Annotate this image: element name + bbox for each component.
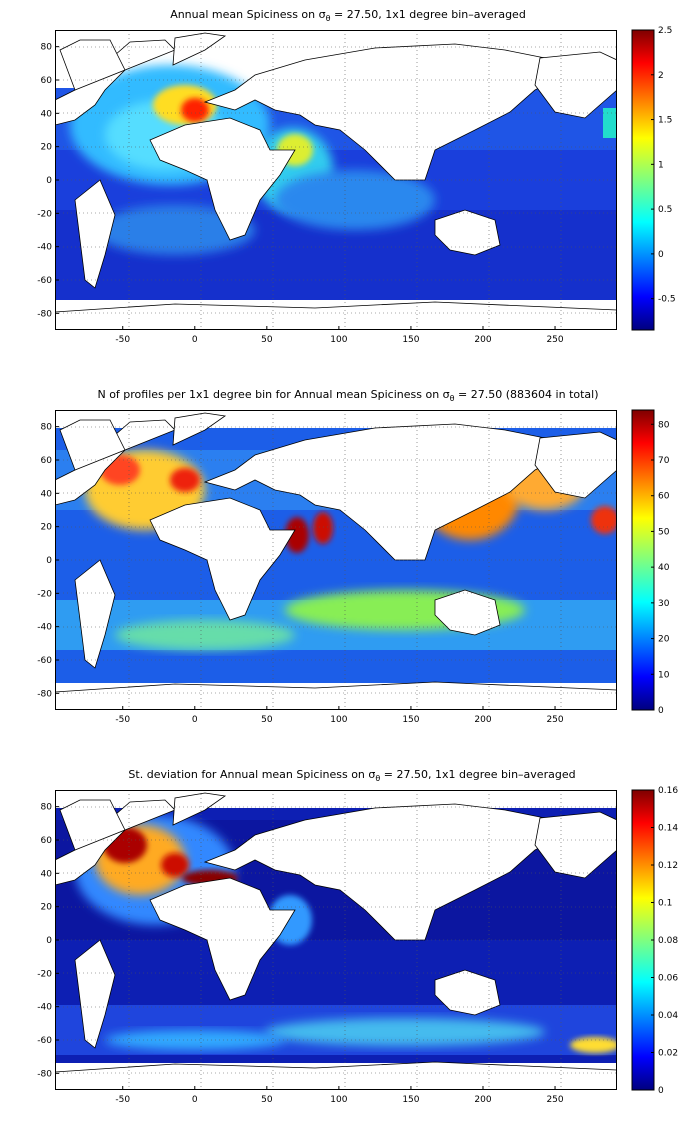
panel-1-gridlines [55,30,617,330]
panel-1-map [55,30,617,330]
y-tick-label: -40 [37,243,52,253]
y-tick-label: 40 [41,869,53,879]
x-tick-label: 250 [546,335,563,345]
colorbar-tick-label: 0 [658,250,664,260]
y-tick-label: -80 [37,689,52,699]
colorbar-tick-label: 50 [658,527,670,537]
colorbar-tick-label: 80 [658,420,670,430]
colorbar-tick-label: 1.5 [658,116,672,126]
x-tick-label: 200 [474,335,491,345]
panel-3-gridlines [55,790,617,1090]
x-tick-label: 0 [192,715,198,725]
panel-1-colorbar [631,29,655,331]
panel-1-land [55,32,617,330]
y-tick-label: -60 [37,656,52,666]
panel-1-colorbar-ticks: 2.5 2 1.5 1 0.5 0 -0.5 [651,26,676,305]
y-tick-label: 0 [46,556,52,566]
colorbar-tick-label: 1 [658,160,664,170]
colorbar-tick-label: 40 [658,563,670,573]
x-tick-label: -50 [115,1095,130,1105]
y-tick-label: 80 [41,43,53,53]
colorbar-tick-label: 0 [658,1086,664,1096]
panel-3-land [55,792,617,1090]
x-tick-label: -50 [115,715,130,725]
panel-1-title: Annual mean Spiciness on σθ = 27.50, 1x1… [170,8,526,23]
colorbar-tick-label: 70 [658,456,670,466]
colorbar-tick-label: 60 [658,492,670,502]
panel-2-land [55,412,617,710]
y-tick-label: 60 [41,76,53,86]
colorbar-tick-label: 0.16 [658,786,678,796]
panel-3-ocean-field [55,808,617,1063]
y-tick-label: -20 [37,209,52,219]
y-tick-label: -20 [37,589,52,599]
colorbar-tick-label: 0.14 [658,824,678,834]
panel-3-colorbar-ticks: 0.16 0.14 0.12 0.1 0.08 0.06 0.04 0.02 0 [651,786,678,1096]
x-tick-label: 200 [474,715,491,725]
panel-2-gridlines [55,410,617,710]
x-tick-label: 50 [261,715,273,725]
colorbar-tick-label: 0.06 [658,974,678,984]
x-tick-label: 0 [192,1095,198,1105]
y-tick-label: -40 [37,623,52,633]
colorbar-tick-label: 30 [658,599,670,609]
x-tick-label: 150 [402,715,419,725]
x-tick-label: 0 [192,335,198,345]
colorbar-tick-label: 20 [658,635,670,645]
y-tick-label: -40 [37,1003,52,1013]
panel-2-colorbar-ticks: 80 70 60 50 40 30 20 10 0 [651,420,670,716]
y-tick-label: 40 [41,109,53,119]
y-tick-label: -80 [37,1069,52,1079]
panel-3-title: St. deviation for Annual mean Spiciness … [128,768,575,783]
y-tick-label: 20 [41,523,53,533]
y-tick-label: 80 [41,803,53,813]
y-tick-label: 60 [41,836,53,846]
colorbar-tick-label: 10 [658,670,670,680]
x-tick-label: 100 [330,335,347,345]
x-tick-label: 250 [546,715,563,725]
y-tick-label: -20 [37,969,52,979]
colorbar-tick-label: 0.12 [658,861,678,871]
x-tick-label: -50 [115,335,130,345]
x-tick-label: 150 [402,335,419,345]
colorbar-tick-label: 0.04 [658,1011,678,1021]
panel-2-title: N of profiles per 1x1 degree bin for Ann… [97,388,598,403]
y-tick-label: 0 [46,176,52,186]
y-tick-label: 0 [46,936,52,946]
panel-2-map [55,410,617,710]
x-tick-label: 100 [330,715,347,725]
y-tick-label: 20 [41,143,53,153]
y-tick-label: -60 [37,1036,52,1046]
panel-3: St. deviation for Annual mean Spiciness … [37,768,678,1105]
colorbar-tick-label: 0.1 [658,899,672,909]
panel-1: Annual mean Spiciness on σθ = 27.50, 1x1… [37,8,675,345]
colorbar-tick-label: 0.5 [658,205,672,215]
y-tick-label: 80 [41,423,53,433]
panel-3-colorbar [631,789,655,1091]
x-tick-label: 100 [330,1095,347,1105]
y-tick-label: -60 [37,276,52,286]
colorbar-tick-label: 0.02 [658,1049,678,1059]
colorbar-tick-label: -0.5 [658,295,676,305]
x-tick-label: 250 [546,1095,563,1105]
x-tick-label: 150 [402,1095,419,1105]
colorbar-tick-label: 2.5 [658,26,672,36]
y-tick-label: 40 [41,489,53,499]
panel-2-colorbar [631,409,655,711]
y-tick-label: 20 [41,903,53,913]
y-tick-label: -80 [37,309,52,319]
x-tick-label: 200 [474,1095,491,1105]
colorbar-tick-label: 2 [658,71,664,81]
panel-2: N of profiles per 1x1 degree bin for Ann… [37,388,669,725]
colorbar-tick-label: 0 [658,706,664,716]
x-tick-label: 50 [261,1095,273,1105]
x-tick-label: 50 [261,335,273,345]
y-tick-label: 60 [41,456,53,466]
panel-3-map [55,790,617,1090]
colorbar-tick-label: 0.08 [658,936,678,946]
